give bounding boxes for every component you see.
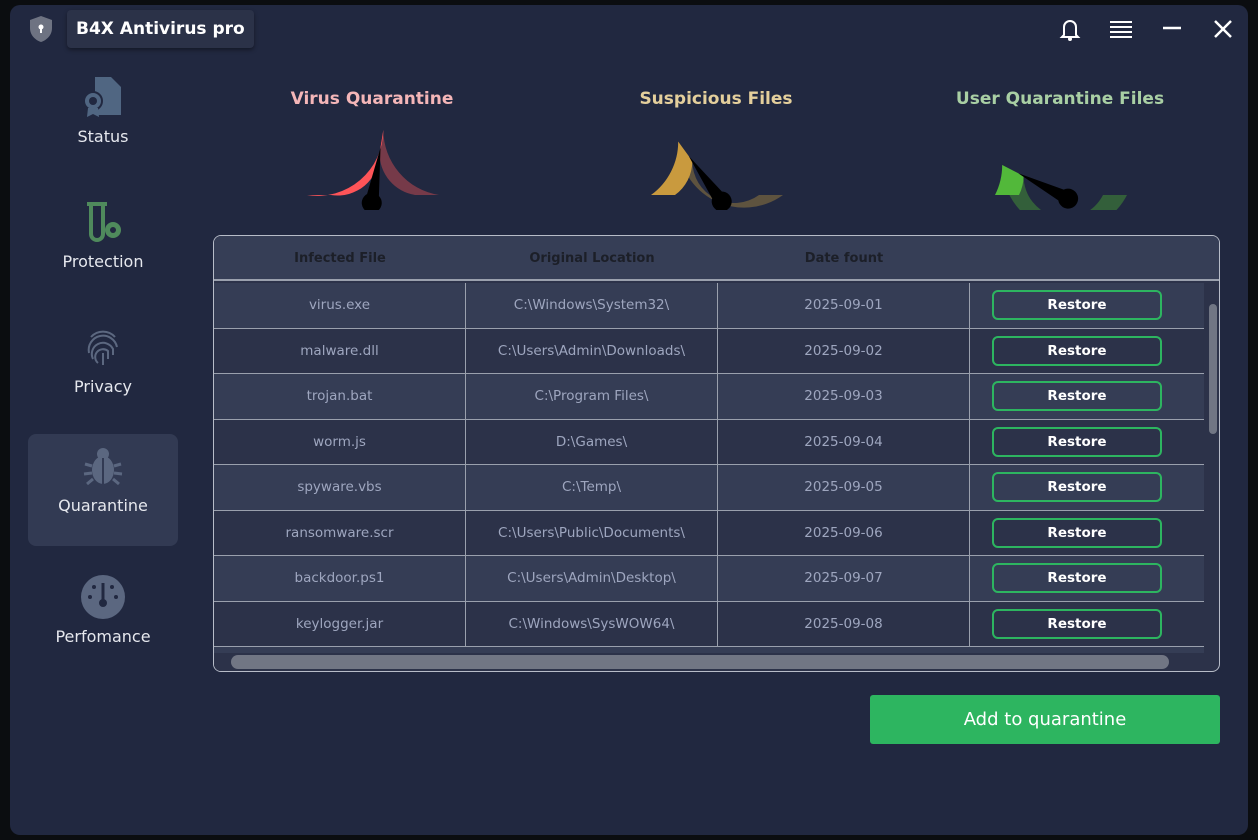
restore-button[interactable]: Restore — [992, 290, 1162, 320]
file-name-cell: backdoor.ps1 — [214, 556, 466, 601]
sidebar-item-label: Protection — [62, 252, 144, 271]
file-name-cell: virus.exe — [214, 283, 466, 328]
file-name-cell: worm.js — [214, 419, 466, 465]
bell-icon[interactable] — [1056, 15, 1084, 43]
date-cell: 2025-09-07 — [718, 556, 970, 601]
gauge-track — [379, 129, 439, 195]
location-cell: C:\Program Files\ — [466, 374, 718, 419]
quarantine-table: Infected File Original Location Date fou… — [213, 235, 1220, 672]
restore-button[interactable]: Restore — [992, 563, 1162, 593]
table-row: virus.exe C:\Windows\System32\ 2025-09-01 R… — [214, 283, 1204, 329]
gauge-needle — [361, 147, 382, 210]
speedometer-icon — [81, 575, 125, 619]
restore-button[interactable]: Restore — [992, 381, 1162, 411]
location-cell: C:\Windows\System32\ — [466, 283, 718, 328]
restore-button[interactable]: Restore — [992, 472, 1162, 502]
virus-quarantine-title: Virus Quarantine — [290, 89, 454, 109]
sidebar-item-label: Quarantine — [58, 496, 148, 515]
file-name-cell: malware.dll — [214, 328, 466, 374]
gauge-fill — [307, 129, 384, 196]
gauge-needle — [688, 156, 732, 210]
suspicious-files-title: Suspicious Files — [639, 89, 793, 109]
location-cell: C:\Users\Public\Documents\ — [466, 510, 718, 556]
location-cell: C:\Users\Admin\Downloads\ — [466, 328, 718, 374]
table-row: backdoor.ps1 C:\Users\Admin\Desktop\ 2025-… — [214, 556, 1204, 602]
date-cell: 2025-09-05 — [718, 465, 970, 510]
location-cell: C:\Windows\SysWOW64\ — [466, 601, 718, 647]
date-cell: 2025-09-01 — [718, 283, 970, 328]
file-name-cell: trojan.bat — [214, 374, 466, 419]
sidebar-item-protection[interactable]: Protection — [28, 190, 178, 302]
table-row: keylogger.jar C:\Windows\SysWOW64\ 2025-09… — [214, 601, 1204, 647]
table-row: trojan.bat C:\Program Files\ 2025-09-03 Res… — [214, 374, 1204, 420]
header-original-location: Original Location — [529, 251, 655, 266]
table-header: Infected File Original Location Date fou… — [214, 236, 1219, 281]
virus-quarantine-gauge — [307, 129, 439, 210]
suspicious-files-gauge — [651, 141, 783, 210]
gauge-track — [1002, 165, 1127, 210]
gauge-track — [678, 141, 783, 208]
sidebar-item-label: Perfomance — [55, 627, 151, 646]
horizontal-scrollbar[interactable] — [231, 655, 1169, 669]
app-window: B4X Antivirus pro Status Protection Priv… — [10, 5, 1248, 835]
test-tube-gear-icon — [87, 202, 121, 242]
shield-logo-icon — [30, 16, 52, 42]
sidebar-item-status[interactable]: Status — [28, 65, 178, 177]
menu-icon[interactable] — [1107, 15, 1135, 43]
close-icon[interactable] — [1209, 15, 1237, 43]
sidebar-item-label: Status — [77, 127, 129, 146]
header-date-found: Date fount — [804, 251, 884, 266]
date-cell: 2025-09-02 — [718, 328, 970, 374]
sidebar-item-label: Privacy — [74, 377, 132, 396]
file-name-cell: keylogger.jar — [214, 601, 466, 647]
table-row: spyware.vbs C:\Temp\ 2025-09-05 Restore — [214, 465, 1204, 511]
vertical-scrollbar[interactable] — [1209, 304, 1217, 434]
sidebar-item-quarantine[interactable]: Quarantine — [28, 434, 178, 546]
gauge-needle — [1018, 173, 1079, 209]
sidebar-item-performance[interactable]: Perfomance — [28, 565, 178, 677]
location-cell: D:\Games\ — [466, 419, 718, 465]
restore-button[interactable]: Restore — [992, 608, 1162, 639]
certificate-file-icon — [83, 77, 121, 117]
file-name-cell: spyware.vbs — [214, 465, 466, 510]
user-quarantine-title: User Quarantine Files — [955, 89, 1165, 109]
file-name-cell: ransomware.scr — [214, 510, 466, 556]
add-to-quarantine-button[interactable]: Add to quarantine — [870, 695, 1220, 744]
fingerprint-icon — [87, 330, 118, 365]
date-cell: 2025-09-06 — [718, 510, 970, 556]
header-infected-file: Infected File — [294, 251, 386, 266]
restore-button[interactable]: Restore — [992, 426, 1162, 457]
date-cell: 2025-09-03 — [718, 374, 970, 419]
minimize-icon[interactable] — [1158, 15, 1186, 43]
gauge-fill — [651, 141, 693, 195]
location-cell: C:\Temp\ — [466, 465, 718, 510]
location-cell: C:\Users\Admin\Desktop\ — [466, 556, 718, 601]
restore-button[interactable]: Restore — [992, 335, 1162, 366]
date-cell: 2025-09-04 — [718, 419, 970, 465]
bug-icon — [83, 448, 123, 486]
gauge-fill — [995, 165, 1024, 195]
table-row: ransomware.scr C:\Users\Public\Documents\… — [214, 510, 1204, 556]
sidebar-item-privacy[interactable]: Privacy — [28, 315, 178, 427]
table-row: malware.dll C:\Users\Admin\Downloads\ 2025… — [214, 328, 1204, 374]
restore-button[interactable]: Restore — [992, 517, 1162, 548]
app-title: B4X Antivirus pro — [67, 10, 254, 48]
date-cell: 2025-09-08 — [718, 601, 970, 647]
user-quarantine-gauge — [995, 165, 1127, 210]
table-row: worm.js D:\Games\ 2025-09-04 Restore — [214, 419, 1204, 465]
